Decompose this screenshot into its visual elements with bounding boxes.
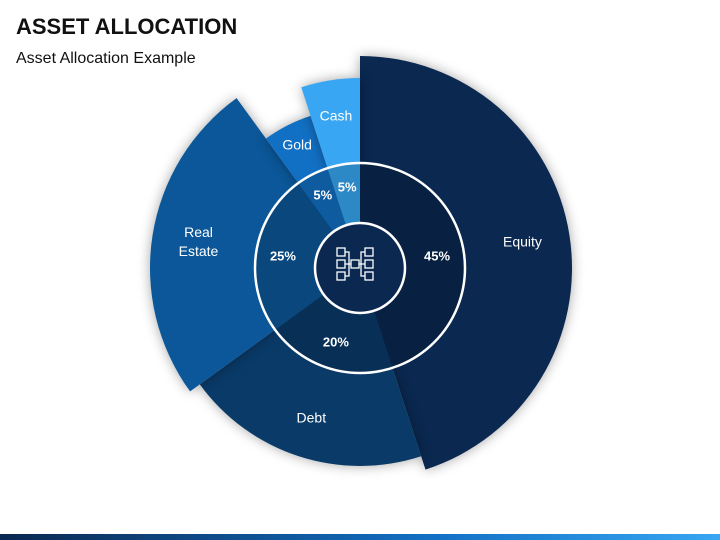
category-label: Gold — [282, 136, 312, 153]
category-label: Equity — [503, 233, 542, 250]
pie-slice — [150, 98, 360, 392]
inner-shade — [360, 163, 465, 368]
value-label: 45% — [424, 248, 451, 264]
hub — [313, 221, 407, 315]
category-label: Debt — [296, 409, 327, 426]
inner-ring — [253, 161, 467, 375]
hub-icon — [345, 251, 365, 277]
category-label: Real Estate — [178, 224, 219, 260]
footer-bar — [0, 534, 720, 540]
chart-title: ASSET ALLOCATION — [16, 14, 238, 39]
chart-subtitle: Asset Allocation Example — [16, 50, 196, 67]
inner-shade — [255, 183, 360, 330]
inner-slice — [360, 163, 465, 368]
value-label: 5% — [337, 179, 357, 195]
inner-slice — [255, 183, 360, 330]
category-label: Cash — [319, 107, 353, 124]
value-label: 20% — [322, 334, 349, 350]
value-label: 5% — [313, 187, 333, 203]
value-label: 25% — [269, 248, 296, 264]
